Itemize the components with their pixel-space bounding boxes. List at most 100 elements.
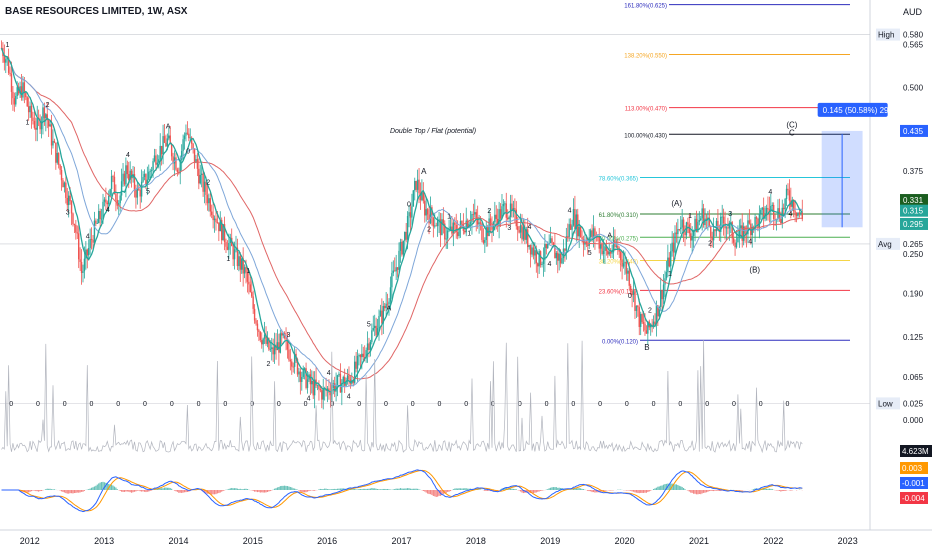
candle-body xyxy=(670,251,672,267)
candle-body xyxy=(484,239,486,243)
candle-body xyxy=(142,176,144,182)
zero-label-21: 0 xyxy=(571,401,575,408)
candle-body xyxy=(700,218,702,221)
candle-body xyxy=(209,198,211,212)
candle-body xyxy=(694,218,696,231)
candle-body xyxy=(208,198,210,204)
macd-value-0: 0.003 xyxy=(902,464,923,473)
macd-hist-bar xyxy=(700,490,702,495)
macd-hist-bar xyxy=(83,490,86,491)
macd-hist-bar xyxy=(371,487,373,490)
count-label-19: A xyxy=(387,305,392,312)
candle-body xyxy=(196,159,199,169)
macd-hist-bar xyxy=(499,489,502,490)
macd-hist-bar xyxy=(407,488,409,490)
candle-body xyxy=(680,227,682,230)
macd-hist-bar xyxy=(121,490,123,492)
macd-hist-bar xyxy=(243,488,246,490)
macd-hist-bar xyxy=(128,490,130,492)
macd-hist-bar xyxy=(352,489,354,490)
candle-body xyxy=(452,222,455,234)
candle-body xyxy=(531,247,533,255)
macd-hist-bar xyxy=(141,490,143,492)
candle-body xyxy=(678,229,680,230)
candle-body xyxy=(389,287,392,302)
macd-hist-bar xyxy=(76,490,78,493)
candle-body xyxy=(113,176,116,195)
wave-label-2: (A) xyxy=(671,199,682,208)
candle-body xyxy=(309,374,312,385)
x-tick-6: 2018 xyxy=(466,536,486,546)
count-label-27: 4 xyxy=(548,261,552,268)
candle-body xyxy=(69,195,71,202)
zero-label-23: 0 xyxy=(625,401,629,408)
candle-body xyxy=(714,229,716,232)
macd-hist-bar xyxy=(442,490,444,494)
macd-hist-bar xyxy=(511,488,513,490)
macd-hist-bar xyxy=(149,490,151,491)
macd-hist-bar xyxy=(32,490,34,491)
candle-body xyxy=(549,238,552,244)
candle-body xyxy=(599,243,602,249)
candle-body xyxy=(478,222,480,225)
candle-body xyxy=(607,250,609,255)
candle-body xyxy=(434,225,436,227)
candle-body xyxy=(561,258,563,264)
measure-label-bg xyxy=(817,102,888,117)
candle-body xyxy=(655,305,658,325)
macd-hist-bar xyxy=(504,487,506,490)
candle-body xyxy=(438,219,440,221)
macd-hist-bar xyxy=(684,489,686,490)
macd-hist-bar xyxy=(156,488,158,490)
candle-body xyxy=(98,211,100,224)
macd-hist-bar xyxy=(608,490,610,491)
macd-hist-bar xyxy=(398,488,400,490)
candle-body xyxy=(727,227,729,229)
candle-body xyxy=(539,251,542,266)
candle-body xyxy=(597,236,599,238)
candle-body xyxy=(221,219,223,241)
macd-hist-bar xyxy=(783,490,785,491)
macd-hist-bar xyxy=(365,488,367,490)
candle-body xyxy=(394,270,396,272)
macd-hist-bar xyxy=(784,490,786,491)
candle-body xyxy=(269,348,272,350)
candle-body xyxy=(232,246,234,260)
candle-body xyxy=(145,173,147,185)
candle-body xyxy=(794,211,796,213)
candle-body xyxy=(109,189,111,196)
candle-body xyxy=(652,321,655,326)
macd-hist-bar xyxy=(777,490,779,491)
macd-hist-bar xyxy=(715,490,718,491)
macd-hist-bar xyxy=(574,488,576,490)
macd-hist-bar xyxy=(717,490,719,491)
count-label-3: 3 xyxy=(66,210,70,217)
candle-body xyxy=(122,173,124,182)
macd-hist-bar xyxy=(381,489,383,490)
candle-body xyxy=(371,330,373,342)
candle-body xyxy=(92,239,94,243)
candle-body xyxy=(296,359,299,375)
candle-body xyxy=(594,228,596,237)
candle-body xyxy=(491,225,493,230)
macd-hist-bar xyxy=(291,487,293,490)
candle-body xyxy=(681,219,683,228)
macd-hist-bar xyxy=(78,490,80,493)
candle-body xyxy=(784,198,786,210)
count-label-25: 3 xyxy=(507,225,511,232)
candle-body xyxy=(189,137,191,139)
candle-body xyxy=(627,270,629,274)
candle-body xyxy=(509,203,512,218)
macd-hist-bar xyxy=(282,485,284,490)
macd-hist-bar xyxy=(555,487,557,490)
candle-body xyxy=(126,165,129,175)
macd-hist-bar xyxy=(98,483,100,490)
candle-body xyxy=(688,224,691,234)
candle-body xyxy=(737,237,739,243)
macd-hist-bar xyxy=(318,489,320,490)
candle-body xyxy=(40,121,43,130)
zero-label-16: 0 xyxy=(438,401,442,408)
candle-body xyxy=(747,220,749,235)
candle-body xyxy=(190,137,193,144)
